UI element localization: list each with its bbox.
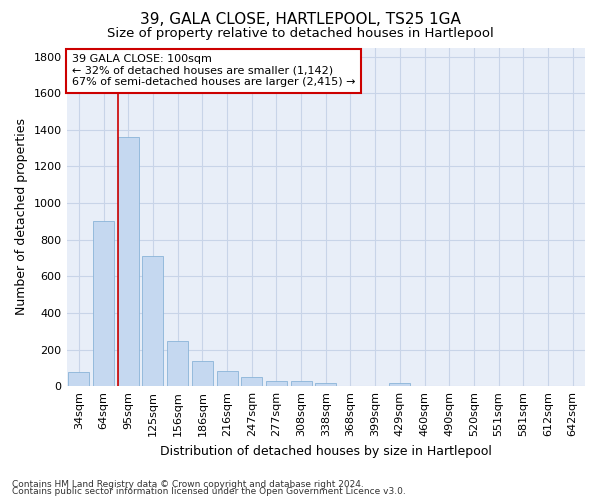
Bar xyxy=(266,380,287,386)
Bar xyxy=(142,256,163,386)
Bar xyxy=(93,220,114,386)
Bar xyxy=(290,380,311,386)
Bar xyxy=(192,360,213,386)
Text: Size of property relative to detached houses in Hartlepool: Size of property relative to detached ho… xyxy=(107,28,493,40)
Bar xyxy=(389,382,410,386)
Text: 39 GALA CLOSE: 100sqm
← 32% of detached houses are smaller (1,142)
67% of semi-d: 39 GALA CLOSE: 100sqm ← 32% of detached … xyxy=(72,54,355,88)
Bar xyxy=(68,372,89,386)
Bar xyxy=(167,341,188,386)
Bar xyxy=(217,370,238,386)
Text: Contains HM Land Registry data © Crown copyright and database right 2024.: Contains HM Land Registry data © Crown c… xyxy=(12,480,364,489)
Bar xyxy=(315,383,336,386)
X-axis label: Distribution of detached houses by size in Hartlepool: Distribution of detached houses by size … xyxy=(160,444,492,458)
Bar xyxy=(241,377,262,386)
Y-axis label: Number of detached properties: Number of detached properties xyxy=(15,118,28,316)
Bar xyxy=(118,137,139,386)
Text: Contains public sector information licensed under the Open Government Licence v3: Contains public sector information licen… xyxy=(12,487,406,496)
Text: 39, GALA CLOSE, HARTLEPOOL, TS25 1GA: 39, GALA CLOSE, HARTLEPOOL, TS25 1GA xyxy=(140,12,460,28)
